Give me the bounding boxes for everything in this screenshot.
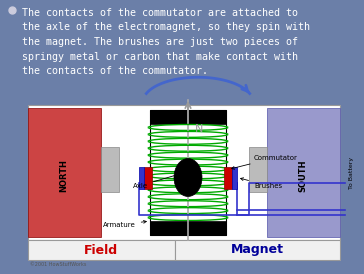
Text: Commutator: Commutator bbox=[232, 155, 298, 169]
Text: ©2001 HowStuffWorks: ©2001 HowStuffWorks bbox=[30, 262, 86, 267]
Bar bbox=[139, 167, 144, 189]
Text: N: N bbox=[195, 124, 203, 134]
Bar bbox=[101, 147, 119, 192]
Text: SOUTH: SOUTH bbox=[298, 159, 308, 192]
Bar bbox=[144, 167, 152, 189]
Bar bbox=[150, 221, 226, 235]
Text: the axle of the electromagnet, so they spin with: the axle of the electromagnet, so they s… bbox=[22, 22, 310, 33]
Bar bbox=[28, 108, 101, 237]
Bar bbox=[249, 147, 267, 192]
Bar bbox=[150, 110, 226, 124]
Text: Magnet: Magnet bbox=[231, 244, 284, 256]
Text: Armature: Armature bbox=[103, 221, 146, 228]
Bar bbox=[150, 110, 226, 235]
Text: NORTH: NORTH bbox=[59, 159, 68, 192]
Bar bbox=[175, 240, 340, 260]
Text: To Battery: To Battery bbox=[349, 156, 355, 189]
Text: the contacts of the commutator.: the contacts of the commutator. bbox=[22, 66, 208, 76]
Text: Brushes: Brushes bbox=[241, 178, 282, 189]
Bar bbox=[224, 167, 232, 189]
Ellipse shape bbox=[174, 158, 202, 196]
Bar bbox=[267, 108, 340, 237]
Bar bbox=[232, 167, 237, 189]
Text: the magnet. The brushes are just two pieces of: the magnet. The brushes are just two pie… bbox=[22, 37, 298, 47]
Bar bbox=[28, 240, 175, 260]
Text: Field: Field bbox=[84, 244, 118, 256]
Text: Axle: Axle bbox=[133, 173, 181, 189]
Text: springy metal or carbon that make contact with: springy metal or carbon that make contac… bbox=[22, 52, 298, 61]
Text: The contacts of the commutator are attached to: The contacts of the commutator are attac… bbox=[22, 8, 298, 18]
Bar bbox=[28, 105, 340, 240]
